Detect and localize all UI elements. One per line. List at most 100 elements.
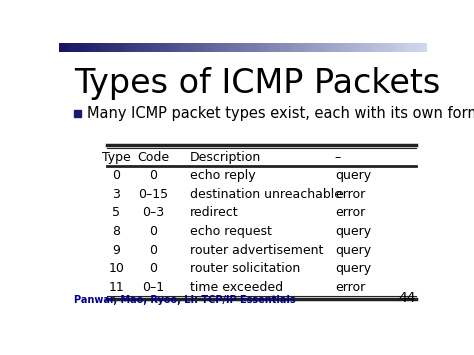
Bar	[357, 43, 359, 52]
Bar	[265, 43, 267, 52]
Bar	[301, 43, 303, 52]
Bar	[142, 43, 144, 52]
Text: destination unreachable: destination unreachable	[190, 188, 342, 201]
Bar	[254, 43, 256, 52]
Bar	[219, 43, 221, 52]
Bar	[344, 43, 346, 52]
Bar	[337, 43, 338, 52]
Bar	[164, 43, 166, 52]
Bar	[133, 43, 135, 52]
Bar	[173, 43, 175, 52]
Bar	[366, 43, 368, 52]
Text: redirect: redirect	[190, 207, 238, 219]
Bar	[118, 43, 120, 52]
Bar	[147, 43, 149, 52]
Text: router solicitation: router solicitation	[190, 262, 300, 275]
Bar	[237, 43, 239, 52]
Bar	[87, 43, 89, 52]
Bar	[258, 43, 259, 52]
Bar	[105, 43, 107, 52]
Bar	[292, 43, 294, 52]
Bar	[315, 43, 316, 52]
Text: 0–1: 0–1	[142, 281, 164, 294]
Bar	[421, 43, 423, 52]
Bar	[388, 43, 390, 52]
Bar	[221, 43, 223, 52]
Text: 0: 0	[149, 225, 157, 238]
Bar	[158, 43, 160, 52]
Bar	[399, 43, 401, 52]
Text: 0: 0	[112, 169, 120, 182]
Bar	[246, 43, 248, 52]
Bar	[374, 43, 375, 52]
Bar	[101, 43, 103, 52]
Bar	[296, 43, 298, 52]
Bar	[338, 43, 340, 52]
Bar	[76, 43, 78, 52]
Bar	[210, 43, 212, 52]
Bar	[364, 43, 366, 52]
Bar	[245, 43, 246, 52]
Bar	[291, 43, 292, 52]
Bar	[116, 43, 118, 52]
Bar	[324, 43, 326, 52]
Bar	[228, 43, 230, 52]
Bar	[140, 43, 142, 52]
Bar	[63, 43, 65, 52]
Bar	[124, 43, 125, 52]
Bar	[122, 43, 124, 52]
Bar	[109, 43, 110, 52]
Bar	[355, 43, 357, 52]
Bar	[305, 43, 307, 52]
Text: 0–15: 0–15	[138, 188, 168, 201]
Bar	[127, 43, 129, 52]
Bar	[333, 43, 335, 52]
Bar	[287, 43, 289, 52]
Bar	[379, 43, 381, 52]
Bar	[397, 43, 399, 52]
Bar	[129, 43, 131, 52]
Bar	[342, 43, 344, 52]
Bar	[182, 43, 184, 52]
Bar	[193, 43, 195, 52]
Bar	[252, 43, 254, 52]
Bar	[349, 43, 351, 52]
Bar	[215, 43, 217, 52]
Bar	[278, 43, 280, 52]
Bar	[386, 43, 388, 52]
Bar	[202, 43, 204, 52]
Bar	[248, 43, 250, 52]
Bar	[419, 43, 421, 52]
Bar	[213, 43, 215, 52]
Bar	[227, 43, 228, 52]
Bar	[217, 43, 219, 52]
Bar	[383, 43, 384, 52]
Bar	[70, 43, 72, 52]
Bar	[259, 43, 261, 52]
Bar	[82, 43, 83, 52]
Bar	[326, 43, 328, 52]
Bar	[131, 43, 133, 52]
Bar	[61, 43, 63, 52]
Bar	[92, 43, 94, 52]
Text: query: query	[335, 225, 371, 238]
Bar	[206, 43, 208, 52]
Bar	[335, 43, 337, 52]
Bar	[416, 43, 418, 52]
Bar	[392, 43, 393, 52]
Bar	[272, 43, 274, 52]
Text: 0–3: 0–3	[142, 207, 164, 219]
Bar	[393, 43, 395, 52]
Bar	[408, 43, 410, 52]
Bar	[271, 43, 272, 52]
Bar	[199, 43, 201, 52]
Bar	[78, 43, 80, 52]
Bar	[107, 43, 109, 52]
Text: 9: 9	[112, 244, 120, 257]
Bar	[274, 43, 276, 52]
Bar	[98, 43, 100, 52]
Bar	[162, 43, 164, 52]
Text: 0: 0	[149, 262, 157, 275]
Bar	[190, 43, 191, 52]
Bar	[406, 43, 408, 52]
